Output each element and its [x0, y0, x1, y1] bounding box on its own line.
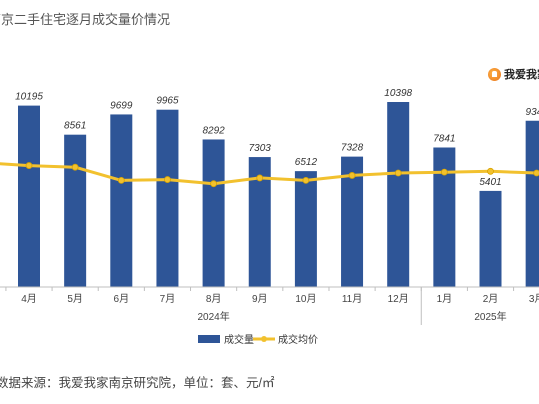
- x-tick-label: 12月: [388, 293, 409, 305]
- source-note: 数据来源：我爱我家南京研究院，单位：套、元/㎡: [0, 376, 275, 390]
- price-point: [302, 176, 310, 184]
- price-point: [440, 168, 448, 176]
- bar-value-label: 9699: [110, 100, 133, 111]
- bar: [341, 156, 364, 287]
- x-tick-label: 5月: [67, 293, 83, 305]
- brand-text: 我爱我家: [504, 69, 539, 81]
- bar: [387, 102, 410, 287]
- bar-value-label: 7328: [341, 143, 364, 154]
- price-point: [71, 163, 79, 171]
- price-point: [348, 172, 356, 179]
- bar-value-label: 9965: [156, 96, 179, 107]
- x-tick-label: 3月: [529, 293, 539, 305]
- x-tick-label: 6月: [114, 293, 130, 305]
- price-point: [164, 176, 171, 183]
- x-tick-label: 10月: [295, 293, 316, 305]
- bar: [18, 105, 40, 287]
- bar-value-label: 7841: [433, 133, 455, 144]
- bar-value-labels: 10195 8561 9699 9965 8292 7303 6512 7328 10398 78…: [15, 88, 539, 188]
- x-tick-label: 4月: [21, 293, 37, 305]
- legend-label-volume: 成交量: [224, 333, 254, 346]
- legend-swatch-volume: [198, 335, 220, 343]
- bar-value-label: 8561: [64, 121, 86, 132]
- bar: [479, 190, 502, 287]
- legend-marker-price: [261, 336, 267, 342]
- bar: [110, 114, 133, 287]
- legend-label-price: 成交均价: [278, 333, 318, 346]
- bar: [156, 109, 179, 287]
- x-tick-label: 11月: [342, 293, 362, 305]
- bar-value-label: 6512: [295, 157, 318, 168]
- x-tick-label: 9月: [252, 293, 268, 305]
- bar: [294, 171, 317, 287]
- bar-value-label: 8292: [202, 125, 225, 136]
- year-group-label: 2024年: [197, 310, 229, 323]
- bar: [202, 139, 225, 287]
- house-logo-icon: [488, 67, 501, 81]
- bar: [525, 120, 539, 287]
- price-point: [25, 162, 33, 169]
- price-point: [533, 169, 539, 177]
- legend: 成交量 成交均价: [198, 333, 318, 346]
- bar-value-label: 9344: [526, 107, 539, 118]
- bar-value-label: 10398: [384, 88, 412, 99]
- price-line-series: [0, 162, 539, 188]
- brand-logo: 我爱我家: [488, 66, 539, 82]
- bar: [433, 147, 456, 287]
- price-point: [487, 167, 494, 175]
- price-point: [394, 169, 402, 177]
- x-axis: 4月 5月 6月 7月 8月 9月 10月 11月 12月 1月 2月 3月 2024年 2025年: [0, 286, 539, 325]
- price-point: [210, 180, 218, 188]
- x-tick-label: 1月: [437, 293, 453, 305]
- price-point: [256, 174, 264, 182]
- bar: [248, 157, 271, 287]
- bar-series: [18, 102, 539, 287]
- bar-value-label: 5401: [479, 177, 501, 188]
- chart-title: 南京二手住宅逐月成交量价情况: [0, 12, 171, 27]
- x-tick-label: 8月: [206, 293, 222, 305]
- bar-value-label: 10195: [15, 92, 43, 103]
- year-group-label: 2025年: [474, 310, 506, 323]
- x-tick-label: 7月: [160, 293, 176, 305]
- bar: [64, 134, 87, 287]
- price-point: [117, 176, 125, 184]
- bar-value-label: 7303: [249, 143, 272, 154]
- x-tick-label: 2月: [483, 293, 499, 305]
